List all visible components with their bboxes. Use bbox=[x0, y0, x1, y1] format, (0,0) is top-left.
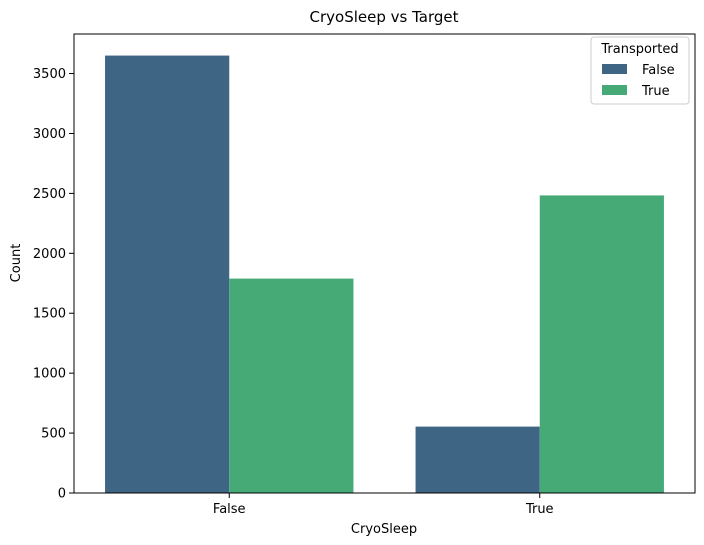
bar-false-false bbox=[105, 55, 230, 493]
y-tick-label: 1000 bbox=[33, 367, 66, 382]
legend-label-true: True bbox=[641, 84, 670, 99]
y-tick-label: 2500 bbox=[33, 187, 66, 202]
legend-label-false: False bbox=[642, 63, 675, 78]
legend-swatch-false bbox=[602, 64, 627, 74]
bar-true-true bbox=[539, 195, 664, 493]
y-tick-label: 1500 bbox=[33, 307, 66, 322]
bar-false-true bbox=[229, 278, 354, 493]
legend-title: Transported bbox=[600, 42, 678, 57]
plot-area-frame bbox=[73, 33, 696, 494]
bars bbox=[105, 55, 664, 493]
legend-swatch-true bbox=[602, 85, 627, 95]
x-tick-label: True bbox=[525, 502, 554, 517]
y-axis-ticks: 0 500 1000 1500 2000 2500 3000 3500 bbox=[33, 67, 74, 502]
legend: Transported False True bbox=[590, 36, 690, 105]
y-tick-label: 3500 bbox=[33, 67, 66, 82]
bar-true-false bbox=[415, 426, 540, 493]
x-axis-label: CryoSleep bbox=[351, 522, 417, 537]
x-axis-ticks: False True bbox=[213, 493, 554, 517]
y-axis-label: Count bbox=[9, 244, 24, 283]
y-tick-label: 0 bbox=[58, 487, 66, 502]
y-tick-label: 3000 bbox=[33, 127, 66, 142]
x-tick-label: False bbox=[213, 502, 246, 517]
chart-title: CryoSleep vs Target bbox=[310, 8, 459, 26]
y-tick-label: 2000 bbox=[33, 247, 66, 262]
y-tick-label: 500 bbox=[41, 427, 66, 442]
